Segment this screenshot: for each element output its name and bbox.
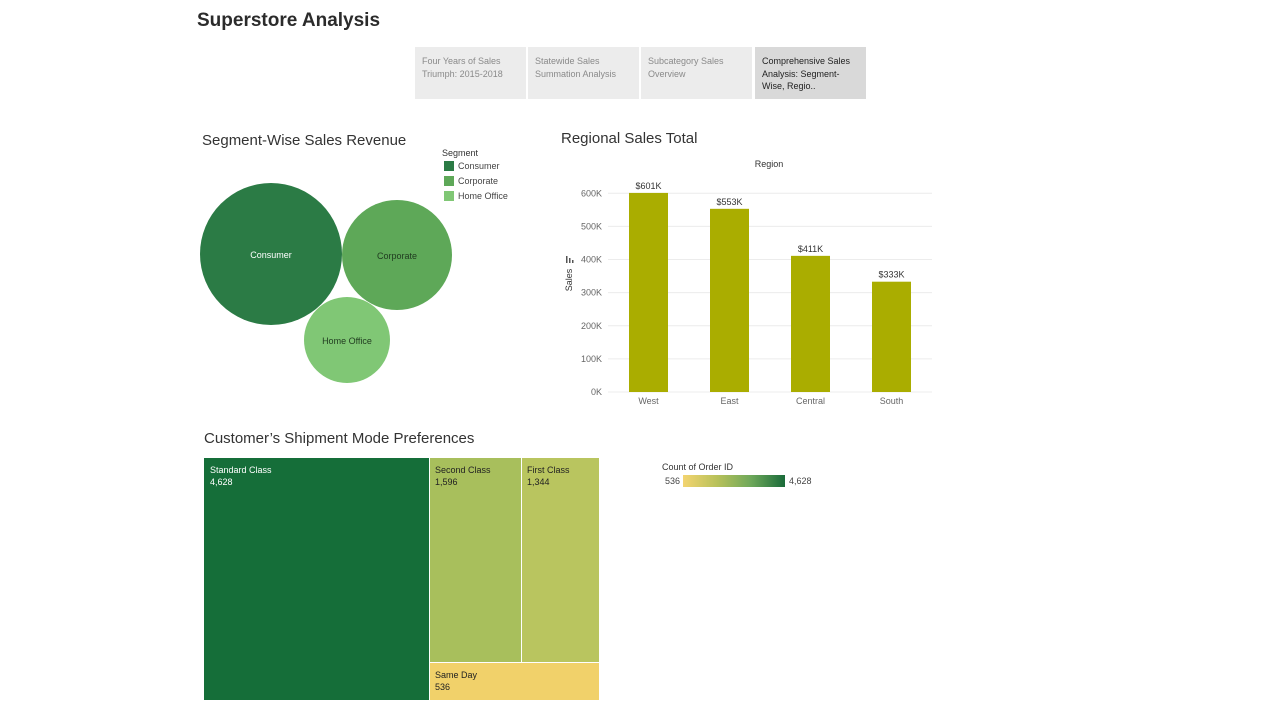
tab-comprehensive-sales[interactable]: Comprehensive Sales Analysis: Segment-Wi… <box>755 47 866 99</box>
bar-data-label: $411K <box>798 244 823 254</box>
legend-item-corporate[interactable]: Corporate <box>444 176 498 186</box>
treemap-name-standard-class: Standard Class <box>210 465 272 475</box>
treemap-name-same-day: Same Day <box>435 670 478 680</box>
treemap-cell-same-day[interactable] <box>430 663 599 700</box>
tab-statewide-sales[interactable]: Statewide Sales Summation Analysis <box>528 47 639 99</box>
treemap-value-same-day: 536 <box>435 682 451 692</box>
treemap-cell-first-class[interactable] <box>522 458 599 662</box>
bubble-consumer[interactable] <box>200 183 342 325</box>
y-tick-label: 100K <box>581 354 602 364</box>
sort-icon[interactable] <box>566 256 574 263</box>
x-tick-label: East <box>720 396 739 406</box>
bar-data-label: $553K <box>716 197 742 207</box>
bar-data-label: $601K <box>635 181 661 191</box>
x-tick-label: West <box>638 396 659 406</box>
y-tick-label: 500K <box>581 221 602 231</box>
treemap-label-first-class: First Class 1,344 <box>527 464 570 488</box>
bar-chart-header: Region <box>755 159 784 169</box>
bar-east[interactable] <box>710 208 749 392</box>
treemap-value-standard-class: 4,628 <box>210 477 233 487</box>
bar-west[interactable] <box>629 192 668 392</box>
treemap: Standard Class 4,628 Second Class 1,596 … <box>204 458 599 700</box>
legend-item-home-office[interactable]: Home Office <box>444 191 508 201</box>
legend-item-consumer[interactable]: Consumer <box>444 161 500 171</box>
y-tick-label: 200K <box>581 321 602 331</box>
treemap-name-first-class: First Class <box>527 465 570 475</box>
legend-swatch-home-office <box>444 191 454 201</box>
y-axis-label: Sales <box>564 268 574 291</box>
legend-label-corporate: Corporate <box>458 176 499 186</box>
bubble-corporate[interactable] <box>342 200 452 310</box>
y-tick-label: 400K <box>581 255 602 265</box>
bar-south[interactable] <box>872 281 911 392</box>
bubble-label-consumer: Consumer <box>250 250 292 260</box>
legend-swatch-corporate <box>444 176 454 186</box>
treemap-cell-second-class[interactable] <box>430 458 521 662</box>
segment-legend-title: Segment <box>442 148 479 158</box>
colorbar-title: Count of Order ID <box>662 462 734 472</box>
tab-four-years-sales[interactable]: Four Years of Sales Triumph: 2015-2018 <box>415 47 526 99</box>
treemap-label-second-class: Second Class 1,596 <box>435 464 491 488</box>
treemap-label-standard-class: Standard Class 4,628 <box>210 464 272 488</box>
colorbar <box>683 475 785 487</box>
bubble-label-home-office: Home Office <box>322 336 372 346</box>
treemap-name-second-class: Second Class <box>435 465 491 475</box>
bubble-chart-title: Segment-Wise Sales Revenue <box>202 132 407 149</box>
treemap-value-second-class: 1,596 <box>435 477 458 487</box>
bubble-label-corporate: Corporate <box>377 251 417 261</box>
y-tick-label: 600K <box>581 188 602 198</box>
bubble-chart: Consumer Corporate Home Office <box>200 183 452 383</box>
treemap-title: Customer’s Shipment Mode Preferences <box>204 430 475 447</box>
legend-label-home-office: Home Office <box>458 191 508 201</box>
bar-chart-title: Regional Sales Total <box>561 130 698 147</box>
tab-subcategory-sales[interactable]: Subcategory Sales Overview <box>641 47 752 99</box>
bar-central[interactable] <box>791 255 830 392</box>
colorbar-max-label: 4,628 <box>789 476 812 486</box>
treemap-cell-standard-class[interactable] <box>204 458 429 700</box>
bar-data-label: $333K <box>878 270 904 280</box>
y-tick-label: 0K <box>591 387 602 397</box>
legend-swatch-consumer <box>444 161 454 171</box>
app-title: Superstore Analysis <box>197 10 381 31</box>
y-tick-label: 300K <box>581 288 602 298</box>
bubble-home-office[interactable] <box>304 297 390 383</box>
x-tick-label: Central <box>796 396 825 406</box>
colorbar-min-label: 536 <box>665 476 681 486</box>
treemap-label-same-day: Same Day 536 <box>435 669 477 693</box>
legend-label-consumer: Consumer <box>458 161 500 171</box>
bar-chart: Region Sales 0K100K200K300K400K500K600K … <box>564 159 932 406</box>
x-tick-label: South <box>880 396 904 406</box>
treemap-value-first-class: 1,344 <box>527 477 550 487</box>
